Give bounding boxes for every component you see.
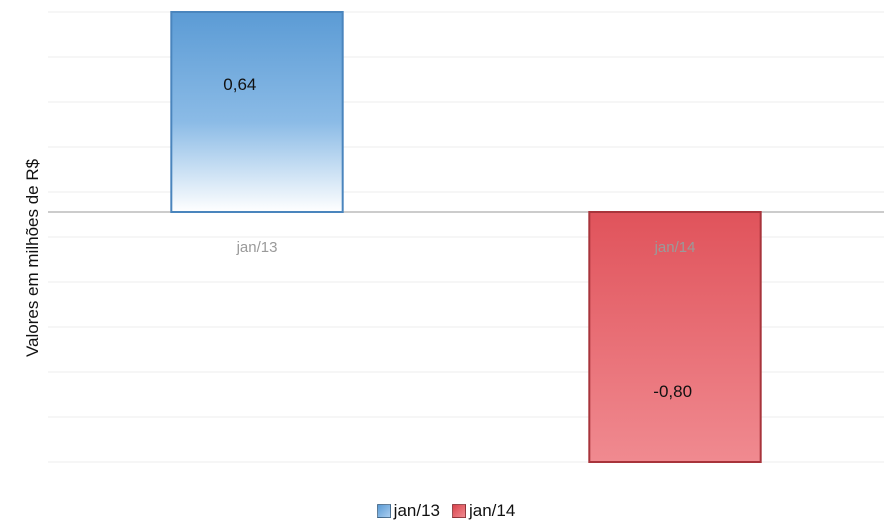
category-label: jan/14 (654, 239, 696, 256)
category-label: jan/13 (236, 239, 278, 256)
legend-swatch-jan14 (452, 504, 466, 518)
legend-swatch-jan13 (376, 504, 391, 518)
legend-item-jan14: jan/14 (452, 501, 515, 521)
legend: jan/13 jan/14 (0, 497, 892, 525)
legend-label-jan14: jan/14 (469, 501, 516, 520)
bars (170, 11, 762, 463)
legend-label-jan13: jan/13 (393, 501, 440, 520)
y-axis-title: Valores em milhões de R$ (23, 158, 42, 357)
data-label: -0,80 (653, 382, 692, 401)
legend-item-jan13: jan/13 (376, 501, 440, 521)
data-labels: 0,64 -0,80 (223, 75, 692, 401)
bar-jan13 (170, 11, 344, 213)
category-labels: jan/13 jan/14 (236, 239, 696, 256)
bar-jan14 (588, 211, 762, 463)
data-label: 0,64 (223, 75, 256, 94)
